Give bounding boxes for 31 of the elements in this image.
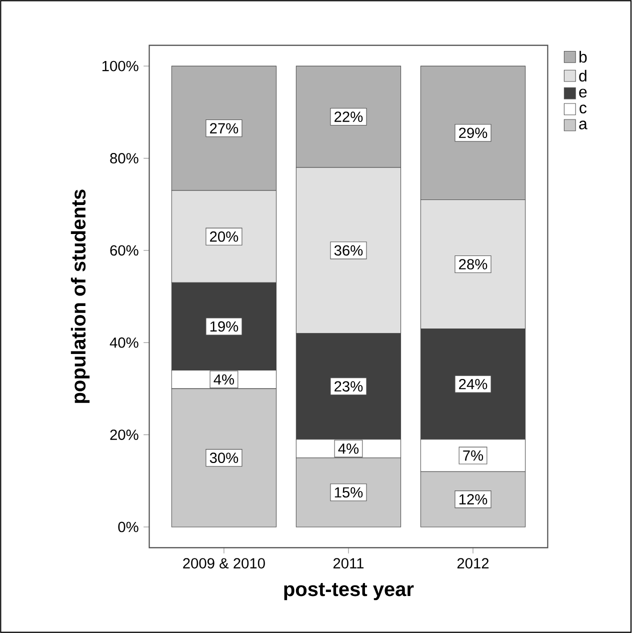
y-tick-label: 80% (110, 153, 138, 164)
data-label: 7% (463, 450, 484, 461)
data-label: 20% (210, 231, 238, 242)
legend-label: d (579, 70, 587, 82)
x-tick-label: 2009 & 2010 (183, 558, 266, 568)
legend-label: c (580, 104, 587, 114)
legend-label: b (580, 50, 587, 63)
y-tick-label: 20% (110, 430, 138, 440)
data-label: 4% (338, 443, 359, 454)
data-label: 12% (460, 494, 488, 504)
y-tick-label: 100% (102, 60, 138, 72)
y-tick-label: 0% (118, 522, 138, 532)
data-label: 4% (214, 374, 234, 385)
data-label: 28% (459, 259, 488, 270)
data-label: 27% (210, 123, 238, 134)
data-label: 24% (459, 378, 488, 390)
data-label: 22% (334, 112, 363, 122)
data-label: 15% (335, 487, 363, 498)
data-label: 36% (334, 245, 363, 256)
data-label: 30% (210, 452, 238, 464)
x-axis-title: post-test year (284, 582, 414, 600)
y-tick-label: 60% (110, 245, 138, 256)
y-axis-title: population of students (71, 190, 90, 403)
y-tick-label: 40% (110, 337, 138, 348)
data-label: 19% (210, 321, 238, 332)
legend-label: a (579, 120, 588, 130)
x-tick-label: 2011 (334, 558, 364, 568)
data-label: 29% (459, 128, 488, 138)
x-tick-label: 2012 (458, 558, 489, 568)
legend-label: e (579, 88, 587, 98)
data-label: 23% (334, 381, 363, 392)
